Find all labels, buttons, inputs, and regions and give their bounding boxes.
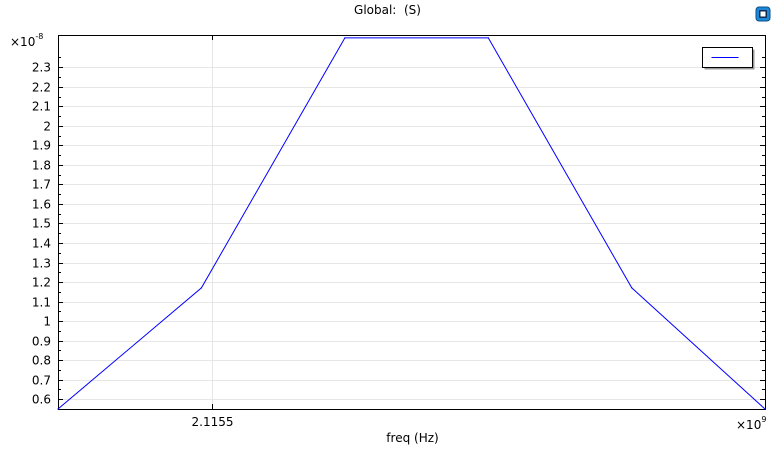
- axes-frame: [58, 35, 766, 410]
- y-tick-label: 1.8: [32, 159, 51, 173]
- data-point: [57, 408, 59, 410]
- series-layer: [57, 37, 766, 410]
- y-tick-label: 1.6: [32, 198, 51, 212]
- data-point: [487, 37, 489, 39]
- y-tick-label: 2: [43, 120, 51, 134]
- x-axis-label: freq (Hz): [386, 431, 439, 445]
- y-tick-label: 0.9: [32, 335, 51, 349]
- y-tick-label: 1.4: [32, 237, 51, 251]
- y-tick-label: 0.7: [32, 374, 51, 388]
- data-point: [764, 408, 766, 410]
- grid-lines: [58, 35, 765, 409]
- data-point: [631, 287, 633, 289]
- x-axis-multiplier: ×109: [736, 415, 767, 432]
- y-tick-label: 2.1: [32, 100, 51, 114]
- y-tick-label: 2.3: [32, 61, 51, 75]
- axis-ticks: 0.6 0.7 0.8 0.9 1 1.1 1.2 1.3 1.4 1.5 1.6 1.7 1.8 1.9…: [32, 35, 765, 429]
- series-line: [57, 37, 766, 410]
- x-tick-label: 2.1155: [192, 415, 234, 429]
- y-tick-label: 1.7: [32, 178, 51, 192]
- y-tick-label: 1.3: [32, 257, 51, 271]
- y-axis-multiplier: ×10-8: [10, 32, 44, 49]
- y-tick-label: 2.2: [32, 81, 51, 95]
- data-point: [344, 37, 346, 39]
- chart-title: Global: (S): [354, 3, 421, 17]
- y-tick-label: 1: [43, 315, 51, 329]
- y-tick-label: 1.9: [32, 139, 51, 153]
- y-tick-label: 1.1: [32, 296, 51, 310]
- y-tick-label: 1.2: [32, 276, 51, 290]
- y-tick-label: 1.5: [32, 217, 51, 231]
- y-tick-label: 0.8: [32, 354, 51, 368]
- data-point: [200, 287, 202, 289]
- legend: [702, 47, 755, 70]
- y-tick-label: 0.6: [32, 393, 51, 407]
- comsol-logo-icon[interactable]: [755, 6, 771, 22]
